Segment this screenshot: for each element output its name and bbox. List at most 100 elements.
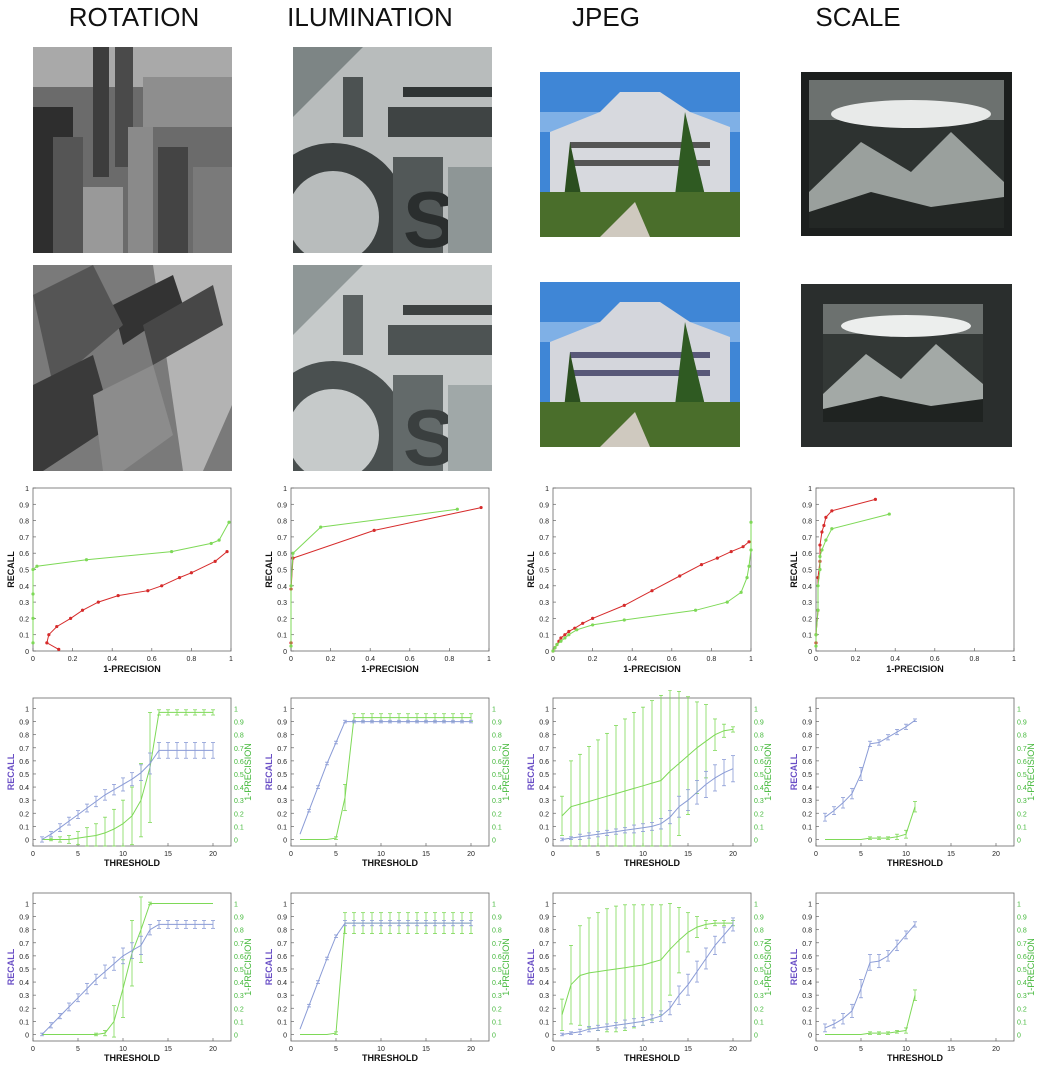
data-point-green <box>824 538 828 542</box>
x-tick-label: 15 <box>422 1046 430 1053</box>
y-tick-label: 0.7 <box>277 941 287 948</box>
data-point-red <box>69 616 73 620</box>
y-tick-label: 0.3 <box>19 993 29 1000</box>
data-point-green <box>567 633 571 637</box>
x-tick-label: 10 <box>119 1046 127 1053</box>
data-point-green <box>814 644 818 648</box>
y2-tick-label: 0.7 <box>1017 941 1027 948</box>
y2-tick-label: 0.1 <box>492 824 502 831</box>
y2-tick-label: 0.9 <box>1017 720 1027 727</box>
y-tick-label: 0.3 <box>802 798 812 805</box>
y-tick-label: 0.1 <box>802 824 812 831</box>
y2-tick-label: 0.9 <box>1017 915 1027 922</box>
threshold-chart-illumination-1: 00.10.20.30.40.50.60.70.80.9100.10.20.30… <box>264 697 511 868</box>
y2-tick-label: 0.4 <box>234 785 244 792</box>
y2-tick-label: 0.4 <box>754 785 764 792</box>
data-point-red <box>80 608 85 612</box>
y-tick-label: 0 <box>808 837 812 844</box>
y-tick-label: 0.4 <box>802 584 812 591</box>
x-tick-label: 0 <box>551 851 555 858</box>
svg-text:S: S <box>403 175 456 253</box>
y2-axis-label: 1-PRECISION <box>243 938 253 996</box>
threshold-chart-scale-1: 00.10.20.30.40.50.60.70.80.9100.10.20.30… <box>789 697 1036 868</box>
data-point-green <box>31 567 35 572</box>
y2-tick-label: 0.1 <box>754 1019 764 1026</box>
y-tick-label: 0.8 <box>19 733 29 740</box>
y2-tick-label: 0.9 <box>492 915 502 922</box>
y-tick-label: 0.9 <box>277 502 287 509</box>
y-axis-label: RECALL <box>526 551 536 588</box>
data-point-green <box>818 554 822 559</box>
data-point-green <box>563 636 567 640</box>
column-title-jpeg: JPEG <box>572 2 640 32</box>
x-tick-label: 5 <box>596 851 600 858</box>
y2-tick-label: 0 <box>492 837 496 844</box>
y2-tick-label: 0.4 <box>492 785 502 792</box>
data-point-red <box>47 633 51 637</box>
pr-chart-scale: 0 0.1 0.2 0.3 0.4 0.5 0.6 0.7 0.8 0.9 1 0 0.2 0.4 0.6 0… <box>789 486 1016 674</box>
data-point-green <box>747 564 751 568</box>
y-tick-label: 0.2 <box>277 811 287 818</box>
y-tick-label: 0 <box>25 649 29 656</box>
data-point-red <box>146 589 150 593</box>
x-tick-label: 20 <box>209 1046 217 1053</box>
x-tick-label: 15 <box>947 1046 955 1053</box>
x-tick-label: 10 <box>902 851 910 858</box>
y2-tick-label: 0.5 <box>492 967 502 974</box>
y-tick-label: 0.9 <box>802 720 812 727</box>
y-axis-label: RECALL <box>789 551 799 588</box>
y-tick-label: 0.2 <box>19 811 29 818</box>
plot-frame <box>815 487 1015 652</box>
y-tick-label: 1 <box>25 901 29 908</box>
y-tick-label: 0.9 <box>802 915 812 922</box>
y2-tick-label: 0.6 <box>492 759 502 766</box>
y2-tick-label: 0.5 <box>492 772 502 779</box>
x-tick-label: 1 <box>1012 656 1016 663</box>
x-tick-label: 1 <box>749 656 753 663</box>
x-tick-label: 0 <box>289 656 293 663</box>
x-tick-label: 0 <box>814 656 818 663</box>
y-tick-label: 1 <box>283 706 287 713</box>
threshold-chart-illumination-2: 00.10.20.30.40.50.60.70.80.9100.10.20.30… <box>264 892 511 1063</box>
data-point-red <box>567 629 571 634</box>
data-point-green <box>209 541 213 546</box>
x-tick-label: 0.8 <box>187 656 197 663</box>
series-line-blue <box>41 923 213 1035</box>
rotation-photo-transformed <box>33 265 232 471</box>
y2-tick-label: 0.3 <box>1017 993 1027 1000</box>
data-point-red <box>177 576 182 580</box>
y2-tick-label: 1 <box>492 706 496 713</box>
scale-photo-scaled <box>801 284 1012 447</box>
plot-frame <box>32 487 232 652</box>
y-tick-label: 0.2 <box>277 1006 287 1013</box>
y2-tick-label: 0 <box>1017 837 1021 844</box>
y2-tick-label: 0.9 <box>234 720 244 727</box>
y-tick-label: 0.2 <box>539 1006 549 1013</box>
y2-tick-label: 0.4 <box>754 980 764 987</box>
y2-tick-label: 0.9 <box>754 915 764 922</box>
y-tick-label: 0.8 <box>277 928 287 935</box>
y-tick-label: 0.7 <box>539 535 549 542</box>
data-point-red <box>55 624 59 629</box>
y2-tick-label: 0 <box>754 837 758 844</box>
data-point-red <box>160 584 164 588</box>
y-tick-label: 1 <box>283 486 287 493</box>
y-tick-label: 0.2 <box>802 1006 812 1013</box>
y-tick-label: 0.7 <box>19 535 29 542</box>
y2-tick-label: 0.7 <box>492 941 502 948</box>
y-tick-label: 0.3 <box>539 600 549 607</box>
series-line-blue <box>299 922 471 1030</box>
y2-tick-label: 1 <box>492 901 496 908</box>
y-tick-label: 0.3 <box>277 600 287 607</box>
y2-tick-label: 0 <box>492 1032 496 1039</box>
threshold-chart-scale-2: 00.10.20.30.40.50.60.70.80.9100.10.20.30… <box>789 892 1036 1063</box>
y-tick-label: 0.1 <box>277 633 287 640</box>
y2-tick-label: 1 <box>1017 901 1021 908</box>
y-axis-label: RECALL <box>6 948 16 985</box>
x-tick-label: 10 <box>639 851 647 858</box>
data-point-green <box>31 641 35 645</box>
data-point-green <box>35 564 39 568</box>
y-tick-label: 0.6 <box>802 759 812 766</box>
y2-tick-label: 0.7 <box>754 746 764 753</box>
y-tick-label: 0.8 <box>277 733 287 740</box>
